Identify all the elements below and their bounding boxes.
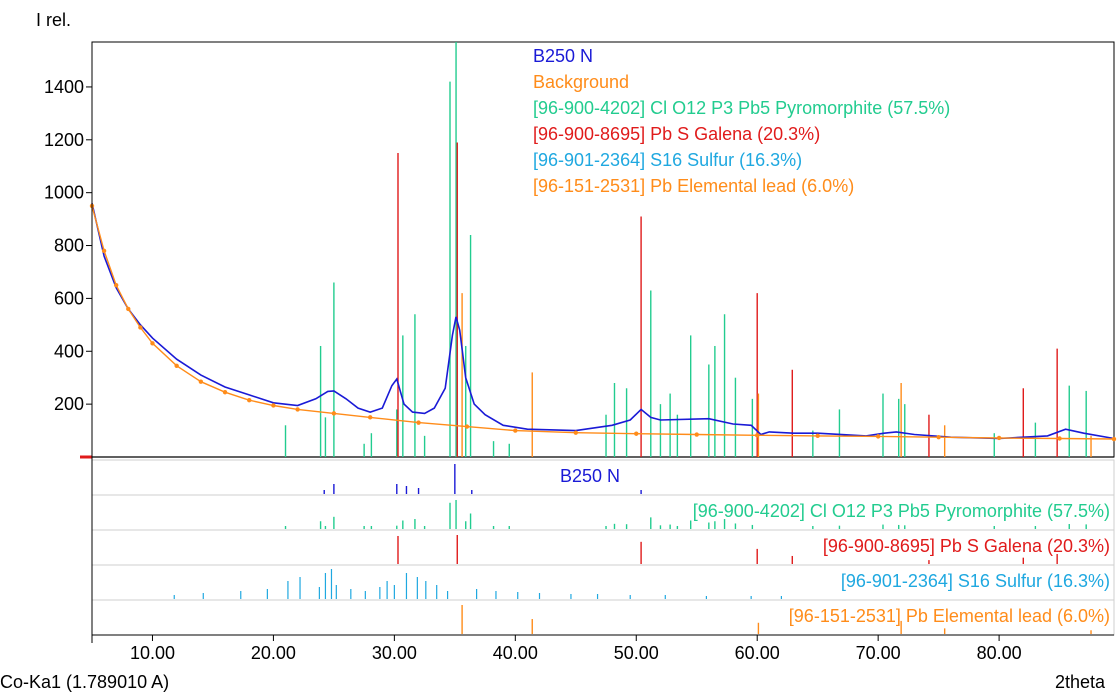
- background-point: [101, 248, 107, 254]
- x-tick-label: 70.00: [856, 643, 901, 663]
- background-curve: [91, 205, 1115, 440]
- y-tick-label: 200: [54, 394, 84, 414]
- background-point: [138, 325, 143, 330]
- background-point: [174, 363, 179, 369]
- background-point: [416, 420, 421, 425]
- y-tick-label: 1200: [44, 130, 84, 150]
- background-point: [367, 415, 373, 420]
- x-tick-label: 80.00: [977, 643, 1022, 663]
- x-tick-label: 50.00: [614, 643, 659, 663]
- x-axis-label: 2theta: [1054, 672, 1105, 692]
- background-point: [1111, 436, 1117, 442]
- strip-label: [96-151-2531] Pb Elemental lead (6.0%): [789, 606, 1110, 626]
- background-point: [634, 431, 639, 436]
- legend: B250 N Background [96-900-4202] Cl O12 P3 …: [533, 46, 950, 196]
- y-tick-label: 400: [54, 341, 84, 361]
- background-point: [875, 434, 881, 439]
- radiation-label: Co-Ka1 (1.789010 A): [0, 672, 170, 692]
- y-axis-label: I rel.: [36, 10, 72, 30]
- background-point: [247, 397, 252, 403]
- legend-entry: [96-900-8695] Pb S Galena (20.3%): [533, 124, 820, 144]
- phase-strips: B250 N [96-900-4202] Cl O12 P3 Pb5 Pyromo…: [91, 459, 1115, 636]
- y-tick-label: 600: [54, 288, 84, 308]
- strip-label: [96-901-2364] S16 Sulfur (16.3%): [841, 571, 1110, 591]
- background-point: [331, 411, 337, 416]
- background-point: [694, 432, 699, 437]
- background-point: [815, 433, 820, 439]
- legend-entry: Background: [533, 72, 629, 92]
- strip-label: [96-900-8695] Pb S Galena (20.3%): [823, 536, 1110, 556]
- background-point: [464, 424, 470, 429]
- background-point: [150, 341, 155, 346]
- y-tick-label: 1000: [44, 183, 84, 203]
- x-tick-label: 30.00: [372, 643, 417, 663]
- background-point: [936, 434, 941, 440]
- curves: [89, 203, 1117, 442]
- y-tick-label: 800: [54, 236, 84, 256]
- background-point: [126, 306, 131, 312]
- background-point: [573, 430, 578, 435]
- legend-entry: [96-900-4202] Cl O12 P3 Pb5 Pyromorphite…: [533, 98, 950, 118]
- axes: 200 400 600 800 1000 1200 1400 10.00 20.00 30.00 4…: [44, 42, 1114, 663]
- peak-markers: [284, 42, 1092, 457]
- background-point: [222, 390, 228, 395]
- background-point: [755, 433, 760, 438]
- background-point: [295, 407, 300, 412]
- strip-label: [96-900-4202] Cl O12 P3 Pb5 Pyromorphite…: [693, 501, 1110, 521]
- legend-entry: [96-901-2364] S16 Sulfur (16.3%): [533, 150, 802, 170]
- legend-entry: [96-151-2531] Pb Elemental lead (6.0%): [533, 176, 854, 196]
- background-point: [1057, 436, 1062, 441]
- x-tick-label: 40.00: [493, 643, 538, 663]
- measured-curve: [91, 203, 1115, 440]
- x-tick-label: 20.00: [251, 643, 296, 663]
- legend-entry: B250 N: [533, 46, 593, 66]
- x-tick-label: 60.00: [735, 643, 780, 663]
- background-point: [271, 403, 276, 408]
- background-point: [996, 435, 1002, 441]
- strip-label: B250 N: [560, 466, 620, 486]
- y-tick-label: 1400: [44, 77, 84, 97]
- x-tick-label: 10.00: [130, 643, 175, 663]
- background-point: [198, 379, 204, 384]
- background-point: [513, 428, 518, 433]
- background-point: [113, 282, 119, 288]
